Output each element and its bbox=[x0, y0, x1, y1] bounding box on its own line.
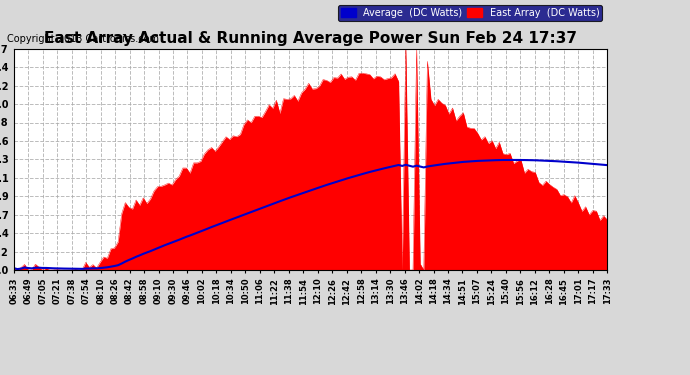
Text: Copyright 2013 Cartronics.com: Copyright 2013 Cartronics.com bbox=[7, 34, 159, 44]
Legend: Average  (DC Watts), East Array  (DC Watts): Average (DC Watts), East Array (DC Watts… bbox=[338, 5, 602, 21]
Title: East Array Actual & Running Average Power Sun Feb 24 17:37: East Array Actual & Running Average Powe… bbox=[44, 31, 577, 46]
